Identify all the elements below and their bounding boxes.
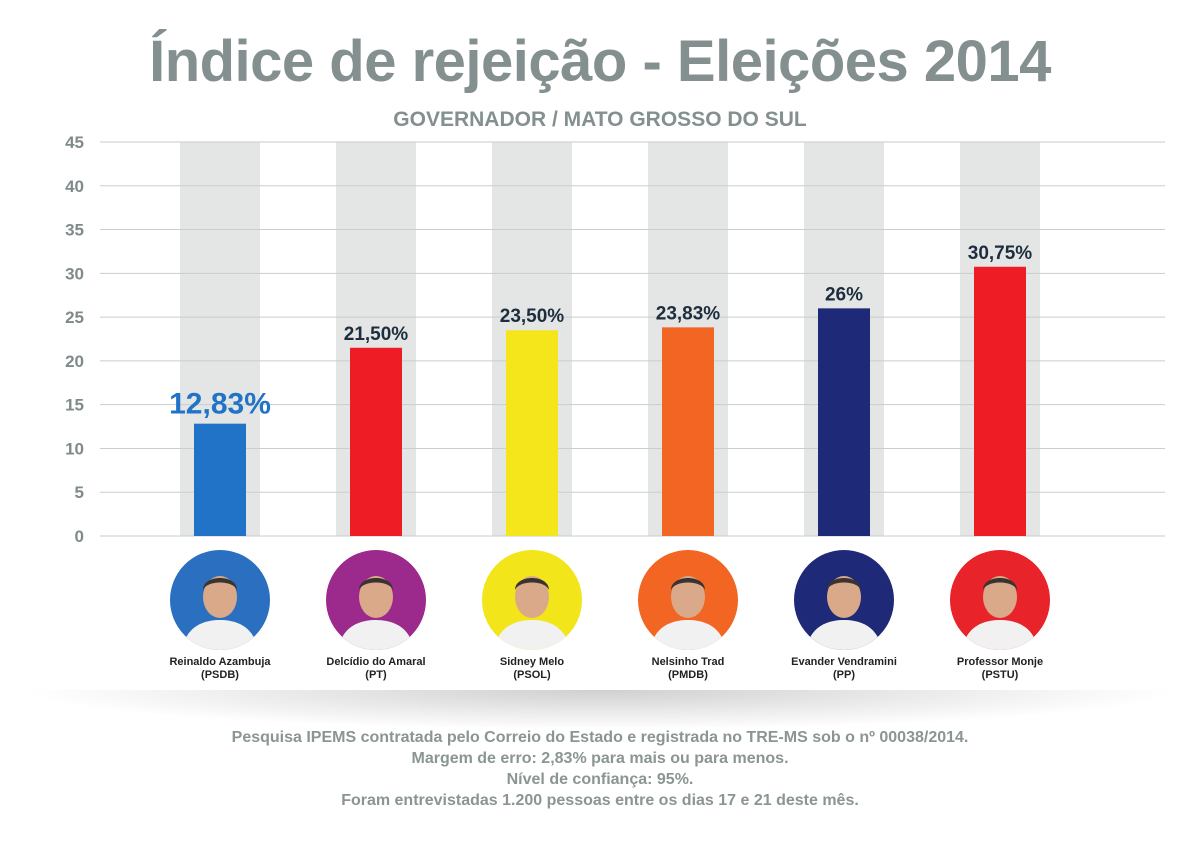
shadow-divider xyxy=(20,690,1180,730)
candidate-party: (PSTU) xyxy=(981,669,1019,681)
bar xyxy=(662,327,714,536)
data-label: 30,75% xyxy=(968,243,1033,264)
data-label: 12,83% xyxy=(169,388,271,421)
bar xyxy=(194,423,246,536)
candidate-photo-avatar xyxy=(482,550,582,650)
y-tick-label: 20 xyxy=(65,352,84,371)
y-tick-label: 15 xyxy=(65,396,84,415)
data-label: 21,50% xyxy=(344,324,409,345)
candidate-photo-avatar xyxy=(638,550,738,650)
candidate-name: Professor Monje xyxy=(956,656,1044,668)
candidate-name: Evander Vendramini xyxy=(791,656,897,668)
y-tick-label: 25 xyxy=(65,308,84,327)
footer-line-1: Pesquisa IPEMS contratada pelo Correio d… xyxy=(231,729,969,746)
candidate-label: Evander Vendramini (PP) xyxy=(754,656,934,682)
candidate-name: Nelsinho Trad xyxy=(651,656,725,668)
footer-line-4: Foram entrevistadas 1.200 pessoas entre … xyxy=(341,792,859,809)
y-tick-label: 10 xyxy=(65,439,84,458)
bar xyxy=(818,308,870,536)
candidate-party: (PSDB) xyxy=(201,669,239,681)
data-label: 26% xyxy=(825,284,863,305)
bar xyxy=(506,330,558,536)
candidate-photo-avatar xyxy=(794,550,894,650)
candidate-name: Delcídio do Amaral xyxy=(326,656,426,668)
candidate-party: (PP) xyxy=(833,669,855,681)
candidate-photo-avatar xyxy=(950,550,1050,650)
candidate-label: Nelsinho Trad (PMDB) xyxy=(598,656,778,682)
candidate-photo-avatar xyxy=(170,550,270,650)
y-tick-label: 0 xyxy=(75,527,84,545)
candidate-label: Sidney Melo (PSOL) xyxy=(442,656,622,682)
candidate-label: Reinaldo Azambuja (PSDB) xyxy=(130,656,310,682)
bar xyxy=(974,266,1026,536)
chart-title: Índice de rejeição - Eleições 2014 xyxy=(149,29,1051,94)
footer-line-2: Margem de erro: 2,83% para mais ou para … xyxy=(411,750,789,767)
y-tick-label: 35 xyxy=(65,221,84,240)
candidate-label: Delcídio do Amaral (PT) xyxy=(286,656,466,682)
candidate-party: (PT) xyxy=(365,669,387,681)
candidate-name: Sidney Melo xyxy=(499,656,565,668)
candidate-party: (PSOL) xyxy=(513,669,551,681)
bar-chart: 0 5 10 15 20 25 30 35 40 45 12,83% 21,50% 23,50% 23,8… xyxy=(65,133,1165,545)
footer-notes: Pesquisa IPEMS contratada pelo Correio d… xyxy=(0,727,1200,811)
data-label: 23,83% xyxy=(656,303,721,324)
candidate-name: Reinaldo Azambuja xyxy=(169,656,271,668)
candidate-photo-avatar xyxy=(326,550,426,650)
candidate-party: (PMDB) xyxy=(668,669,708,681)
data-label: 23,50% xyxy=(500,306,565,327)
footer-line-3: Nível de confiança: 95%. xyxy=(506,771,694,788)
candidate-label: Professor Monje (PSTU) xyxy=(910,656,1090,682)
y-tick-label: 5 xyxy=(75,483,84,502)
y-tick-label: 45 xyxy=(65,133,84,152)
y-tick-label: 40 xyxy=(65,177,84,196)
bar xyxy=(350,347,402,536)
y-tick-label: 30 xyxy=(65,264,84,283)
chart-subtitle: GOVERNADOR / MATO GROSSO DO SUL xyxy=(393,108,807,131)
